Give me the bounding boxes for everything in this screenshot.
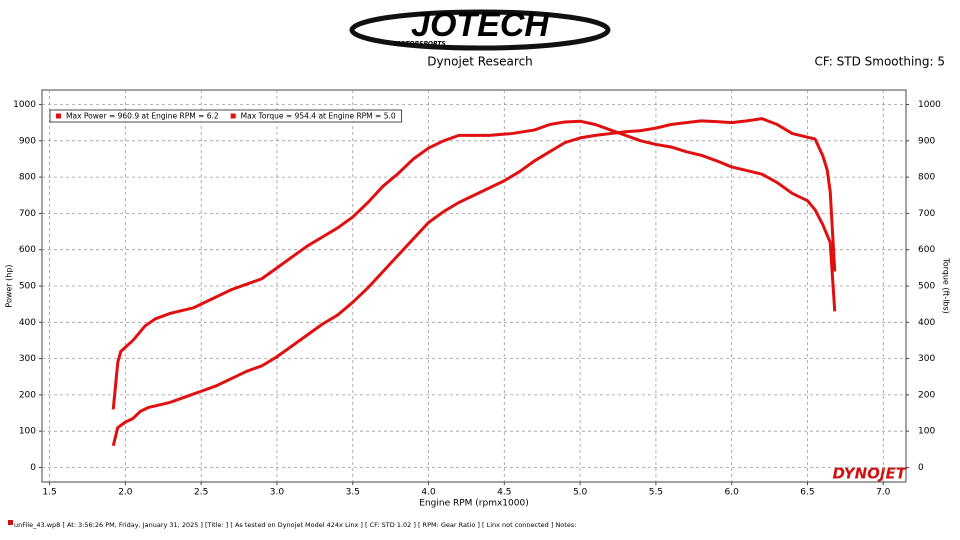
x-tick-label: 4.0	[421, 488, 436, 498]
watermark: DYNOJET	[832, 465, 907, 483]
logo-subtext: MOTORSPORTS	[394, 41, 445, 48]
series-line	[111, 117, 837, 447]
legend-label: Max Torque = 954.4 at Engine RPM = 5.0	[241, 112, 396, 121]
x-tick-label: 1.5	[42, 488, 56, 498]
x-tick-label: 6.0	[725, 488, 740, 498]
logo-text: JOTECH	[411, 6, 550, 44]
x-tick-label: 2.0	[118, 488, 133, 498]
y-tick-label: 500	[19, 282, 36, 292]
x-tick-label: 3.0	[270, 488, 285, 498]
y-tick-label: 800	[19, 173, 36, 183]
y2-tick-label: 200	[918, 390, 935, 400]
subtitle: Dynojet Research	[427, 55, 533, 69]
x-tick-label: 6.5	[800, 488, 814, 498]
y2-tick-label: 500	[918, 282, 935, 292]
y2-tick-label: 1000	[918, 100, 941, 110]
y2-tick-label: 0	[918, 463, 924, 473]
x-tick-label: 5.0	[573, 488, 588, 498]
y-axis-label: Power (hp)	[5, 264, 14, 307]
x-tick-label: 2.5	[194, 488, 208, 498]
legend-box	[49, 109, 403, 123]
y-tick-label: 400	[19, 318, 36, 328]
x-tick-label: 4.5	[497, 488, 511, 498]
y-tick-label: 0	[30, 463, 36, 473]
legend-swatch	[230, 113, 236, 119]
x-tick-label: 3.5	[346, 488, 360, 498]
file-icon	[8, 520, 13, 525]
x-tick-label: 5.5	[649, 488, 663, 498]
x-tick-label: 7.0	[876, 488, 891, 498]
y-tick-label: 100	[19, 427, 36, 437]
y-tick-label: 900	[19, 136, 36, 146]
y2-tick-label: 400	[918, 318, 935, 328]
y-tick-label: 300	[19, 354, 36, 364]
y2-tick-label: 800	[918, 173, 935, 183]
legend-swatch	[56, 113, 61, 119]
y2-tick-label: 700	[918, 209, 935, 219]
settings-text: CF: STD Smoothing: 5	[814, 55, 945, 69]
y-tick-label: 600	[19, 245, 36, 255]
y2-tick-label: 900	[918, 136, 935, 146]
y2-tick-label: 100	[918, 427, 935, 437]
y-tick-label: 700	[19, 209, 36, 219]
y2-tick-label: 300	[918, 354, 935, 364]
legend: Max Power = 960.9 at Engine RPM = 6.2 Max…	[49, 109, 403, 123]
y2-tick-label: 600	[918, 245, 935, 255]
logo-swoosh	[349, 9, 611, 51]
y-tick-label: 1000	[13, 100, 36, 110]
footer-text: unFile_43.wp8 [ At: 3:56:26 PM, Friday, …	[14, 521, 576, 529]
legend-label: Max Power = 960.9 at Engine RPM = 6.2	[66, 112, 219, 121]
series-line	[111, 119, 837, 410]
y2-axis-label: Torque (ft-lbs)	[942, 257, 951, 314]
x-axis-label: Engine RPM (rpmx1000)	[419, 499, 528, 509]
y-tick-label: 200	[19, 390, 36, 400]
